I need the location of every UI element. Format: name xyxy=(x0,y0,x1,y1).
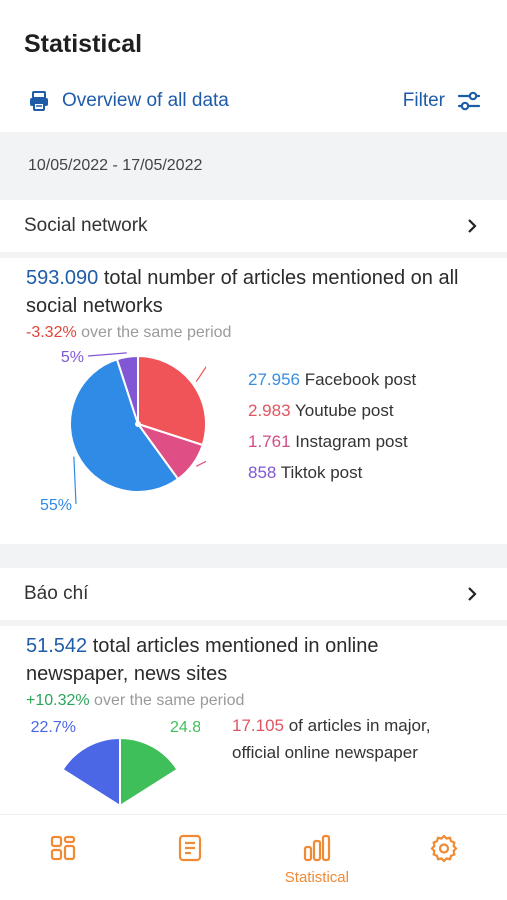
press-total: 51.542 xyxy=(26,635,88,657)
legend-value-youtube: 2.983 xyxy=(248,401,291,420)
legend-item-tiktok: 858 Tiktok post xyxy=(248,457,416,488)
press-delta-value: +10.32% xyxy=(26,692,90,709)
pie-leader-instagram xyxy=(195,460,206,467)
social-delta-text: over the same period xyxy=(76,324,232,341)
press-pie-chart: 22.7% 24.8% xyxy=(31,719,200,808)
legend-label-facebook: Facebook post xyxy=(300,370,417,389)
social-chart-row: 30%10%55%5% 27.956 Facebook post 2.983 Y… xyxy=(26,342,479,542)
pie-slice-tiktok xyxy=(115,354,139,425)
press-header[interactable]: Báo chí xyxy=(0,568,507,626)
social-delta: -3.32% over the same period xyxy=(26,324,479,342)
press-total-text: total articles mentioned in online newsp… xyxy=(26,635,379,685)
nav-documents[interactable] xyxy=(140,833,240,863)
press-delta: +10.32% over the same period xyxy=(26,692,479,710)
pie-slice-youtube xyxy=(137,354,206,447)
overview-row: Overview of all data Filter xyxy=(0,70,507,132)
legend-label-instagram: Instagram post xyxy=(290,432,408,451)
press-legend: 17.105 of articles in major, official on… xyxy=(232,712,472,766)
section-divider xyxy=(0,544,507,568)
bar-chart-icon xyxy=(302,833,332,863)
nav-dashboard[interactable] xyxy=(13,833,113,863)
press-card: 51.542 total articles mentioned in onlin… xyxy=(0,626,507,810)
legend-item-facebook: 27.956 Facebook post xyxy=(248,364,416,395)
chevron-right-icon xyxy=(465,587,479,601)
filter-button[interactable]: Filter xyxy=(403,89,481,113)
nav-settings[interactable] xyxy=(394,833,494,863)
press-delta-text: over the same period xyxy=(89,692,245,709)
press-legend-label: of articles in major, official online ne… xyxy=(232,716,431,762)
press-chart-row: 22.7% 24.8% 17.105 of articles in major, … xyxy=(26,710,479,810)
legend-item-youtube: 2.983 Youtube post xyxy=(248,395,416,426)
legend-item-instagram: 1.761 Instagram post xyxy=(248,426,416,457)
social-total-text: total number of articles mentioned on al… xyxy=(26,267,459,317)
press-headline: 51.542 total articles mentioned in onlin… xyxy=(26,632,479,688)
dashboard-icon xyxy=(48,833,78,863)
social-pie-chart: 30%10%55%5% xyxy=(40,349,206,514)
legend-label-youtube: Youtube post xyxy=(290,401,394,420)
filter-sliders-icon xyxy=(457,89,481,113)
social-headline: 593.090 total number of articles mention… xyxy=(26,264,479,320)
date-range[interactable]: 10/05/2022 - 17/05/2022 xyxy=(0,132,507,200)
press-title: Báo chí xyxy=(24,583,89,604)
pie-leader-youtube xyxy=(195,365,206,383)
press-legend-value: 17.105 xyxy=(232,716,284,735)
pie-leader-facebook xyxy=(73,456,77,505)
pie-slice-segment-b xyxy=(119,736,179,808)
pie-center xyxy=(135,421,141,427)
page-title: Statistical xyxy=(24,30,143,58)
header: Statistical xyxy=(0,0,507,70)
social-network-title: Social network xyxy=(24,215,148,236)
legend-value-instagram: 1.761 xyxy=(248,432,291,451)
social-network-card: 593.090 total number of articles mention… xyxy=(0,258,507,542)
overview-label: Overview of all data xyxy=(62,90,229,111)
pie-leader-tiktok xyxy=(87,352,127,357)
chevron-right-icon xyxy=(465,219,479,233)
pie-label-facebook: 55% xyxy=(40,497,72,514)
filter-label: Filter xyxy=(402,90,445,111)
pie-slice-facebook xyxy=(69,358,180,493)
legend-label-tiktok: Tiktok post xyxy=(276,463,363,482)
nav-statistical[interactable]: Statistical xyxy=(267,833,367,886)
legend-value-tiktok: 858 xyxy=(248,463,277,482)
settings-icon xyxy=(429,833,459,863)
pie-label-segment-b: 24.8% xyxy=(170,719,200,736)
overview-link[interactable]: Overview of all data xyxy=(28,90,229,112)
social-delta-value: -3.32% xyxy=(26,324,77,341)
social-legend: 27.956 Facebook post 2.983 Youtube post … xyxy=(248,364,416,488)
pie-slice-segment-a xyxy=(61,736,121,808)
social-total: 593.090 xyxy=(26,267,99,289)
nav-statistical-label: Statistical xyxy=(284,869,349,886)
pie-label-segment-a: 22.7% xyxy=(31,719,76,736)
pie-label-tiktok: 5% xyxy=(61,349,84,366)
bottom-nav: Statistical xyxy=(0,814,507,900)
legend-value-facebook: 27.956 xyxy=(248,370,300,389)
social-network-header[interactable]: Social network xyxy=(0,200,507,258)
document-icon xyxy=(175,833,205,863)
printer-icon xyxy=(28,90,50,112)
